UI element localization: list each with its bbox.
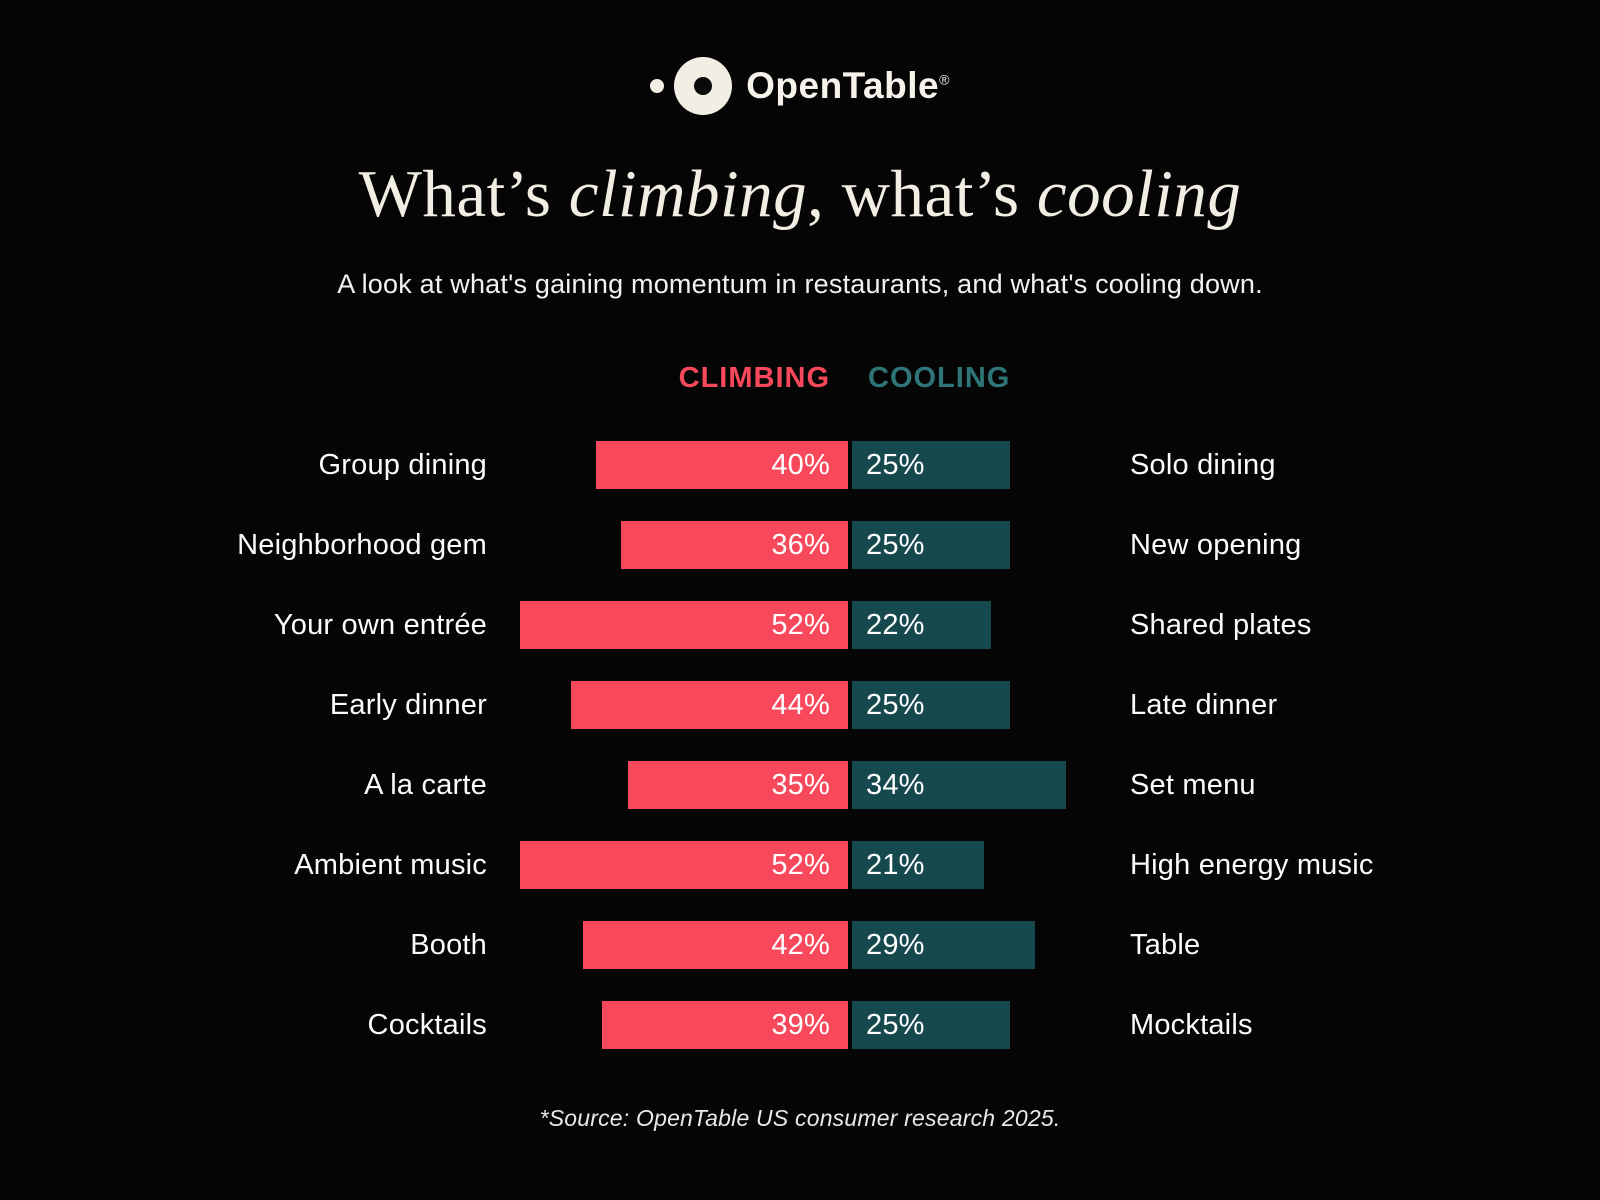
legend-row: CLIMBING COOLING [0, 362, 1600, 395]
cooling-category-label: Shared plates [1130, 608, 1312, 641]
page-title: What’s climbing, what’s cooling [0, 156, 1600, 233]
legend-climbing-header: CLIMBING [678, 362, 830, 394]
logo-small-dot-icon [650, 79, 665, 93]
climbing-category-label: Neighborhood gem [237, 528, 487, 561]
climbing-bar-zone: 52% [487, 841, 848, 889]
cooling-value: 34% [866, 768, 925, 801]
chart-row: Booth 42% 29% Table [0, 921, 1600, 969]
climbing-value: 35% [771, 768, 830, 801]
cooling-category-label: Solo dining [1130, 448, 1276, 481]
climbing-bar: 36% [621, 521, 848, 569]
climbing-bar-zone: 40% [487, 441, 848, 489]
cooling-category-label: Late dinner [1130, 688, 1278, 721]
climbing-value: 52% [771, 848, 830, 881]
page-subtitle: A look at what's gaining momentum in res… [337, 269, 1263, 299]
cooling-value: 25% [866, 448, 925, 481]
opentable-logo-icon [650, 57, 733, 115]
cooling-bar: 22% [852, 601, 991, 649]
cooling-value: 21% [866, 848, 925, 881]
climbing-bar: 40% [596, 441, 848, 489]
cooling-bar-zone: 25% [852, 521, 1098, 569]
legend-cooling-header: COOLING [868, 362, 1011, 394]
cooling-bar-zone: 29% [852, 921, 1098, 969]
climbing-category-label: Ambient music [294, 848, 487, 881]
cooling-category-label: Set menu [1130, 768, 1256, 801]
logo-circle-icon [674, 57, 733, 115]
climbing-value: 52% [771, 608, 830, 641]
chart-row: Early dinner 44% 25% Late dinner [0, 681, 1600, 729]
registered-mark: ® [939, 71, 950, 88]
source-footnote: *Source: OpenTable US consumer research … [539, 1105, 1061, 1131]
climbing-bar-zone: 52% [487, 601, 848, 649]
cooling-bar: 21% [852, 841, 985, 889]
title-part: , what’s [807, 157, 1037, 231]
cooling-bar: 25% [852, 441, 1010, 489]
cooling-bar-zone: 22% [852, 601, 1098, 649]
climbing-value: 40% [771, 448, 830, 481]
climbing-value: 36% [771, 528, 830, 561]
cooling-bar-zone: 34% [852, 761, 1098, 809]
cooling-bar-zone: 25% [852, 681, 1098, 729]
climbing-bar-zone: 35% [487, 761, 848, 809]
brand-name: OpenTable® [746, 65, 950, 107]
title-part: What’s [358, 157, 569, 231]
climbing-value: 44% [771, 688, 830, 721]
cooling-bar-zone: 25% [852, 1001, 1098, 1049]
chart-row: Neighborhood gem 36% 25% New opening [0, 521, 1600, 569]
chart-row: A la carte 35% 34% Set menu [0, 761, 1600, 809]
climbing-category-label: A la carte [364, 768, 487, 801]
title-emphasis-climbing: climbing [568, 157, 808, 231]
cooling-category-label: Mocktails [1130, 1008, 1253, 1041]
climbing-bar: 42% [583, 921, 848, 969]
climbing-bar: 35% [627, 761, 848, 809]
cooling-bar: 29% [852, 921, 1035, 969]
climbing-bar: 39% [602, 1001, 848, 1049]
cooling-value: 25% [866, 688, 925, 721]
cooling-bar-zone: 25% [852, 441, 1098, 489]
climbing-bar-zone: 44% [487, 681, 848, 729]
climbing-category-label: Your own entrée [273, 608, 487, 641]
climbing-bar-zone: 36% [487, 521, 848, 569]
brand-header: OpenTable® [0, 56, 1600, 116]
cooling-value: 22% [866, 608, 925, 641]
brand-name-text: OpenTable [746, 65, 940, 106]
logo-inner-dot-icon [694, 77, 713, 95]
chart-row: Group dining 40% 25% Solo dining [0, 441, 1600, 489]
cooling-category-label: New opening [1130, 528, 1302, 561]
climbing-category-label: Booth [410, 928, 487, 961]
cooling-category-label: Table [1130, 928, 1201, 961]
chart-rows: Group dining 40% 25% Solo dining Neighbo… [0, 441, 1600, 1049]
climbing-bar: 52% [520, 601, 848, 649]
cooling-category-label: High energy music [1130, 848, 1374, 881]
cooling-bar: 25% [852, 1001, 1010, 1049]
climbing-bar-zone: 42% [487, 921, 848, 969]
title-emphasis-cooling: cooling [1036, 157, 1242, 231]
cooling-bar: 25% [852, 521, 1010, 569]
climbing-value: 42% [771, 928, 830, 961]
climbing-bar-zone: 39% [487, 1001, 848, 1049]
cooling-bar: 25% [852, 681, 1010, 729]
climbing-category-label: Early dinner [329, 688, 487, 721]
cooling-bar-zone: 21% [852, 841, 1098, 889]
climbing-bar: 44% [570, 681, 848, 729]
cooling-value: 25% [866, 1008, 925, 1041]
cooling-value: 25% [866, 528, 925, 561]
cooling-bar: 34% [852, 761, 1067, 809]
climbing-category-label: Cocktails [367, 1008, 487, 1041]
cooling-value: 29% [866, 928, 925, 961]
climbing-value: 39% [771, 1008, 830, 1041]
climbing-bar: 52% [520, 841, 848, 889]
chart-row: Ambient music 52% 21% High energy music [0, 841, 1600, 889]
chart-row: Your own entrée 52% 22% Shared plates [0, 601, 1600, 649]
climbing-category-label: Group dining [318, 448, 487, 481]
chart-row: Cocktails 39% 25% Mocktails [0, 1001, 1600, 1049]
